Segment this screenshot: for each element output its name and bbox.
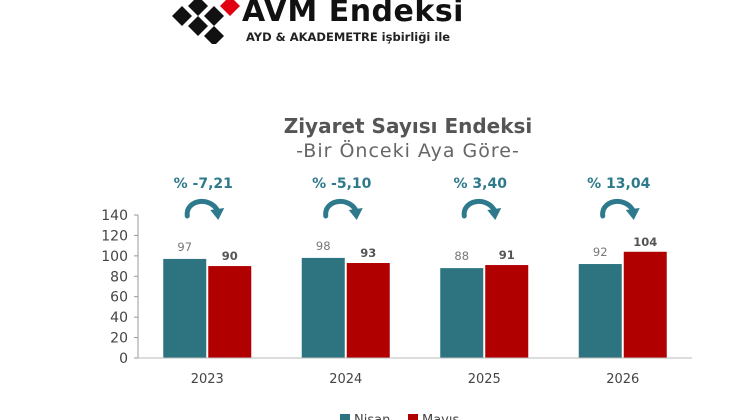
data-label: 90 [222,249,238,263]
legend-label: Mayıs [422,413,459,420]
bar-nisan-2025 [440,268,484,358]
arrow-head-icon [625,208,640,220]
chart-subtitle: -Bir Önceki Aya Göre- [296,139,520,162]
x-axis: 2023 2024 2025 2026 [138,357,692,387]
change-annotation: % 3,40 [454,176,508,192]
curved-arrow-icon [600,199,636,219]
legend-swatch [408,414,418,420]
data-label: 98 [316,239,331,253]
bar-nisan-2023 [163,258,207,358]
change-annotation: % -5,10 [312,176,372,192]
curved-arrow-icon [184,199,220,219]
logo: AVM Endeksi AYD & AKADEMETRE işbirliği i… [166,0,466,48]
y-tick-label: 60 [110,290,128,306]
data-label: 97 [177,240,192,254]
y-tick-label: 0 [119,351,128,367]
y-tick-label: 140 [101,208,128,224]
y-tick-label: 120 [101,228,128,244]
bar-nisan-2024 [301,257,345,358]
bar-mayis-2024 [346,263,390,358]
x-tick-label: 2024 [329,372,362,387]
arrow-head-icon [487,208,502,220]
x-tick-label: 2026 [606,372,639,387]
data-label: 93 [360,246,376,260]
x-tick-label: 2025 [468,372,501,387]
data-label: 88 [454,249,469,263]
y-tick-label: 80 [110,269,128,285]
change-annotation: % 13,04 [587,176,650,192]
y-tick-label: 20 [110,331,128,347]
data-labels: 97 90 98 93 88 91 92 104 [177,235,657,263]
logo-brand: AVM Endeksi [242,0,464,29]
logo-diamonds-icon [172,0,240,44]
data-label: 91 [499,248,515,262]
y-tick-label: 40 [110,310,128,326]
x-tick-label: 2023 [191,372,224,387]
legend-label: Nisan [354,413,390,420]
curved-arrow-icon [323,199,359,219]
curved-arrow-icon [461,199,497,219]
y-tick-label: 100 [101,249,128,265]
y-axis: 0 20 40 60 80 100 120 140 [101,208,139,367]
annotations: % -7,21 % -5,10 % 3,40 % 13,04 [174,176,651,220]
data-label: 104 [633,235,657,249]
chart-title: Ziyaret Sayısı Endeksi [284,114,533,138]
bar-nisan-2026 [578,264,622,358]
arrow-head-icon [210,208,225,220]
change-annotation: % -7,21 [174,176,233,192]
data-label: 92 [593,245,608,259]
bar-mayis-2026 [623,251,667,358]
bars [163,251,667,358]
legend-swatch [340,414,350,420]
bar-mayis-2025 [485,265,529,358]
legend: Nisan Mayıs [340,413,459,420]
bar-mayis-2023 [208,266,252,358]
logo-tagline: AYD & AKADEMETRE işbirliği ile [246,30,451,44]
arrow-head-icon [348,208,363,220]
